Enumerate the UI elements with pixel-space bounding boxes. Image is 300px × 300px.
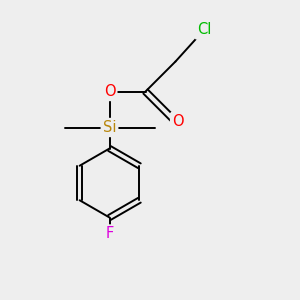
Text: O: O	[172, 114, 184, 129]
Text: Si: Si	[103, 120, 116, 135]
Text: O: O	[104, 84, 115, 99]
Text: Cl: Cl	[197, 22, 211, 38]
Text: F: F	[105, 226, 114, 242]
